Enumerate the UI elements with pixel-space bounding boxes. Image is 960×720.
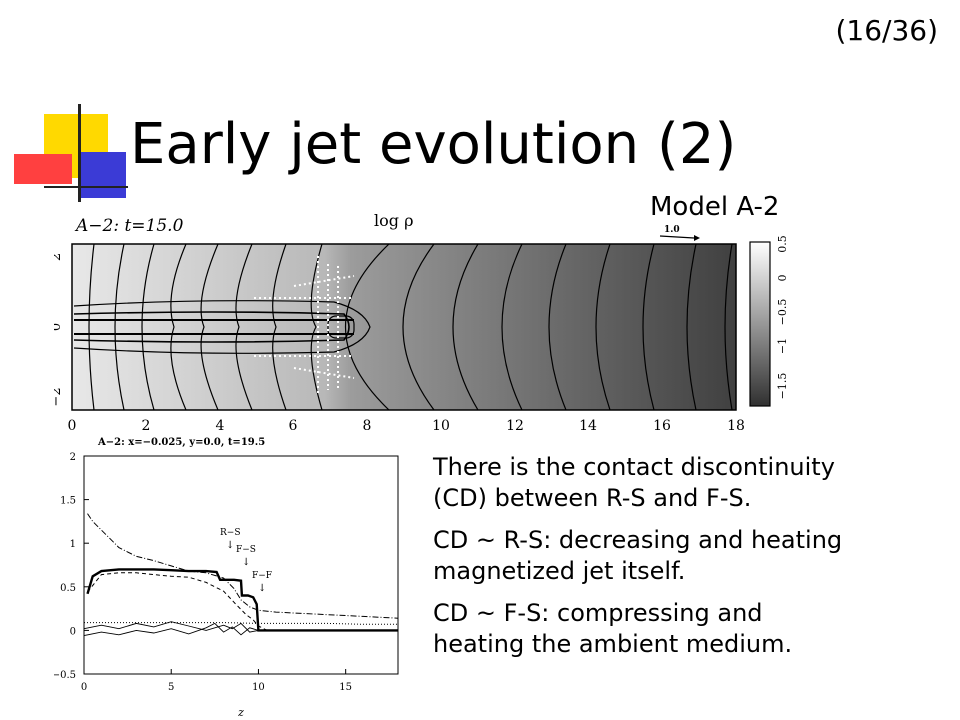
svg-text:12: 12 — [506, 418, 524, 434]
velocity-scale-arrow: 1.0 — [659, 225, 700, 241]
y-axis-ticks: 2 0 −2 — [54, 253, 64, 407]
svg-text:4: 4 — [216, 418, 225, 434]
svg-text:18: 18 — [727, 418, 745, 434]
svg-text:0: 0 — [776, 275, 789, 282]
svg-text:0.5: 0.5 — [776, 235, 789, 253]
svg-text:6: 6 — [289, 418, 298, 434]
decoration-horizontal-line — [44, 186, 128, 188]
chart-series — [83, 513, 399, 637]
profile-line-chart: A−2: x=−0.025, y=0.0, t=19.5 2 1.5 1 0.5 0 −0… — [54, 437, 399, 719]
chart-annotations: R−S ↓ F−S ↓ F−F ↓ — [220, 528, 272, 594]
x-axis-ticks: 0 2 4 6 8 10 12 14 16 18 — [68, 418, 745, 434]
svg-text:0: 0 — [68, 418, 77, 434]
svg-text:10: 10 — [432, 418, 450, 434]
velocity-vectors — [254, 256, 355, 396]
svg-text:−1: −1 — [776, 338, 789, 354]
svg-text:1.0: 1.0 — [664, 225, 680, 235]
chart-x-tick-3: 15 — [339, 682, 352, 693]
decoration-blue-square — [80, 152, 126, 198]
svg-text:14: 14 — [579, 418, 597, 434]
chart-y-tick-0: 2 — [70, 452, 76, 463]
explanation-text: There is the contact discontinuity (CD) … — [433, 452, 953, 671]
svg-text:−2: −2 — [54, 387, 64, 406]
svg-text:−1.5: −1.5 — [776, 373, 789, 400]
chart-series-line-2 — [87, 572, 398, 631]
svg-text:2: 2 — [54, 253, 64, 261]
chart-x-tick-1: 5 — [168, 682, 174, 693]
chart-x-tick-0: 0 — [81, 682, 87, 693]
decoration-red-bar — [14, 154, 72, 184]
slide-number: (16/36) — [835, 14, 938, 47]
chart-y-tick-5: −0.5 — [54, 670, 76, 681]
chart-x-tick-2: 10 — [252, 682, 265, 693]
density-field — [71, 243, 737, 411]
chart-y-tick-4: 0 — [70, 626, 76, 637]
svg-text:8: 8 — [363, 418, 372, 434]
chart-y-tick-1: 1.5 — [60, 496, 76, 507]
paragraph-cd-fs: CD ~ F-S: compressing and heating the am… — [433, 599, 793, 658]
slide-title: Early jet evolution (2) — [130, 112, 737, 177]
chart-y-tick-3: 0.5 — [60, 583, 76, 594]
top-plot-label: A−2: t=15.0 — [74, 216, 184, 236]
annotation-fs: F−S — [236, 545, 256, 555]
decoration-vertical-line — [78, 104, 81, 202]
chart-series-line-5 — [83, 621, 398, 633]
annotation-ff: F−F — [252, 571, 272, 581]
colorbar-ticks: 0.5 0 −0.5 −1 −1.5 — [776, 235, 789, 399]
svg-text:16: 16 — [653, 418, 671, 434]
annotation-rs: R−S — [220, 528, 240, 538]
chart-y-ticks: 2 1.5 1 0.5 0 −0.5 — [54, 452, 89, 681]
paragraph-cd-rs: CD ~ R-S: decreasing and heating magneti… — [433, 526, 843, 585]
annotation-rs-arrow: ↓ — [226, 540, 234, 551]
chart-x-label: z — [237, 706, 244, 719]
chart-frame — [83, 455, 399, 675]
density-map-figure: A−2: t=15.0 log ρ 1.0 — [54, 211, 789, 434]
svg-text:0: 0 — [54, 323, 64, 331]
chart-x-ticks: 0 5 10 15 — [81, 669, 352, 693]
chart-series-line-1 — [87, 513, 399, 619]
model-label: Model A-2 — [650, 192, 780, 222]
paragraph-cd-definition: There is the contact discontinuity (CD) … — [433, 453, 835, 512]
annotation-ff-arrow: ↓ — [258, 583, 266, 594]
chart-y-tick-2: 1 — [70, 539, 76, 550]
annotation-fs-arrow: ↓ — [242, 557, 250, 568]
colorbar — [749, 241, 771, 407]
svg-text:−0.5: −0.5 — [776, 299, 789, 326]
top-plot-quantity: log ρ — [374, 211, 413, 230]
chart-series-line-3 — [84, 622, 398, 625]
chart-title: A−2: x=−0.025, y=0.0, t=19.5 — [97, 437, 265, 448]
svg-text:2: 2 — [142, 418, 151, 434]
chart-series-line-0 — [86, 568, 398, 632]
density-contours — [73, 244, 733, 410]
